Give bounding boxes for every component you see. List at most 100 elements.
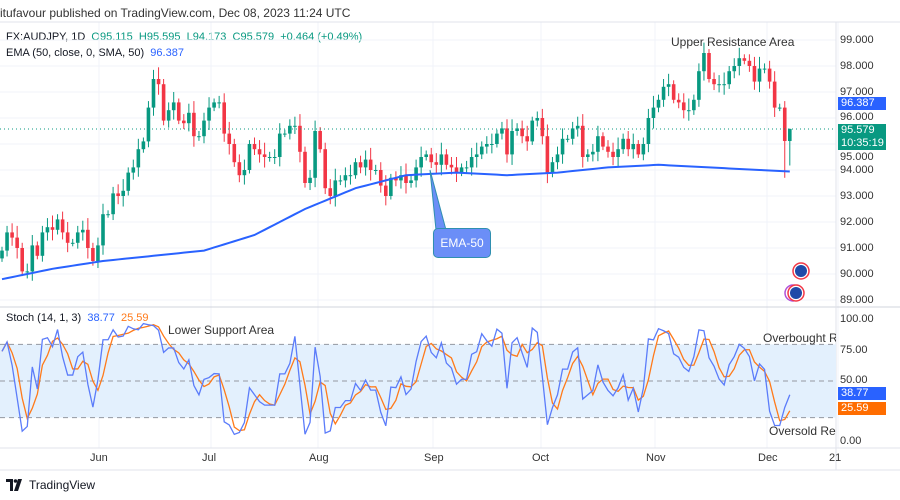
candle-body bbox=[86, 229, 90, 248]
candle-body bbox=[545, 136, 550, 173]
candle bbox=[414, 159, 418, 188]
stoch-label[interactable]: Stoch (14, 1, 3) bbox=[6, 312, 82, 324]
candle bbox=[323, 142, 327, 195]
time-tick-label: Aug bbox=[309, 452, 329, 464]
candle-body bbox=[434, 162, 439, 165]
candle bbox=[540, 108, 545, 145]
price-tick-label: 94.000 bbox=[840, 164, 874, 176]
candle bbox=[161, 79, 166, 126]
stoch-tick-label: 50.00 bbox=[840, 374, 868, 386]
candle bbox=[5, 225, 9, 257]
candle bbox=[368, 147, 373, 181]
candle-body bbox=[343, 175, 348, 181]
candle bbox=[560, 128, 565, 164]
candle-body bbox=[15, 237, 19, 248]
candle bbox=[752, 56, 757, 90]
candle bbox=[389, 173, 393, 200]
candle bbox=[55, 214, 60, 235]
price-tick-label: 93.000 bbox=[840, 190, 874, 202]
candle bbox=[176, 98, 181, 125]
time-tick-label: Sep bbox=[424, 452, 444, 464]
candle bbox=[121, 179, 125, 207]
candle bbox=[96, 237, 100, 269]
candle-body bbox=[525, 136, 529, 142]
candle bbox=[656, 94, 661, 113]
candle-body bbox=[646, 118, 651, 144]
candle bbox=[646, 108, 651, 153]
candle-body bbox=[50, 227, 55, 230]
candle-body bbox=[283, 133, 287, 135]
ema-50-callout[interactable]: EMA-50 bbox=[433, 228, 491, 258]
candle-body bbox=[126, 172, 131, 191]
candle bbox=[86, 218, 90, 259]
candle bbox=[621, 133, 625, 154]
candle bbox=[661, 79, 666, 107]
candle-body bbox=[409, 180, 413, 183]
candle-body bbox=[166, 110, 171, 121]
candle bbox=[247, 140, 252, 174]
candle bbox=[757, 56, 762, 93]
candle-body bbox=[459, 167, 464, 173]
price-tick-label: 89.000 bbox=[840, 294, 874, 306]
candle bbox=[611, 142, 615, 166]
ema-value: 96.387 bbox=[150, 47, 184, 59]
candle-body bbox=[373, 170, 378, 171]
candle bbox=[591, 144, 595, 162]
candle bbox=[222, 93, 226, 142]
candle bbox=[702, 42, 706, 81]
candle bbox=[520, 120, 524, 144]
candle bbox=[192, 101, 196, 147]
candle bbox=[267, 151, 272, 162]
ema-legend: EMA (50, close, 0, SMA, 50) 96.387 bbox=[6, 45, 362, 61]
candle-body bbox=[767, 68, 772, 82]
candle bbox=[651, 95, 656, 129]
candle bbox=[151, 69, 156, 116]
candle bbox=[469, 147, 474, 176]
candle-body bbox=[454, 167, 459, 173]
candle bbox=[510, 119, 514, 165]
candle bbox=[449, 157, 454, 175]
candle-body bbox=[242, 170, 247, 176]
time-tick-label: Jul bbox=[202, 452, 217, 464]
candle bbox=[479, 141, 484, 160]
candle bbox=[681, 93, 686, 119]
time-tick-label: Nov bbox=[646, 452, 666, 464]
candle-body bbox=[641, 144, 646, 155]
candle-body bbox=[187, 112, 191, 124]
candle-body bbox=[237, 162, 242, 176]
bar-countdown: 10:35:19 bbox=[841, 137, 884, 149]
candle-body bbox=[626, 138, 630, 150]
candle-body bbox=[121, 190, 125, 196]
candle-body bbox=[596, 136, 600, 152]
candle bbox=[404, 163, 408, 194]
time-tick-label: 21 bbox=[829, 452, 842, 464]
candle bbox=[363, 150, 368, 176]
candle bbox=[636, 140, 641, 158]
candle-body bbox=[697, 71, 701, 100]
candle-body bbox=[788, 128, 792, 142]
candle bbox=[308, 170, 312, 191]
candle-body bbox=[671, 84, 676, 100]
candle bbox=[666, 73, 671, 97]
candle-body bbox=[116, 193, 120, 196]
ema-label[interactable]: EMA (50, close, 0, SMA, 50) bbox=[6, 47, 145, 59]
candle bbox=[671, 80, 676, 104]
candle bbox=[298, 114, 302, 163]
candle bbox=[288, 119, 292, 140]
time-tick-label: Oct bbox=[532, 452, 550, 464]
price-tick-label: 95.000 bbox=[840, 151, 874, 163]
candle bbox=[353, 158, 358, 179]
candle bbox=[767, 60, 772, 89]
candle-body bbox=[257, 149, 262, 155]
candle bbox=[777, 103, 782, 112]
candle-body bbox=[272, 157, 277, 158]
candle-body bbox=[227, 133, 232, 144]
candle-body bbox=[192, 112, 196, 137]
candle bbox=[575, 116, 580, 137]
candle bbox=[333, 168, 338, 207]
candle bbox=[283, 129, 287, 138]
candle bbox=[788, 128, 792, 166]
candle bbox=[0, 246, 4, 262]
candle-body bbox=[580, 125, 585, 157]
